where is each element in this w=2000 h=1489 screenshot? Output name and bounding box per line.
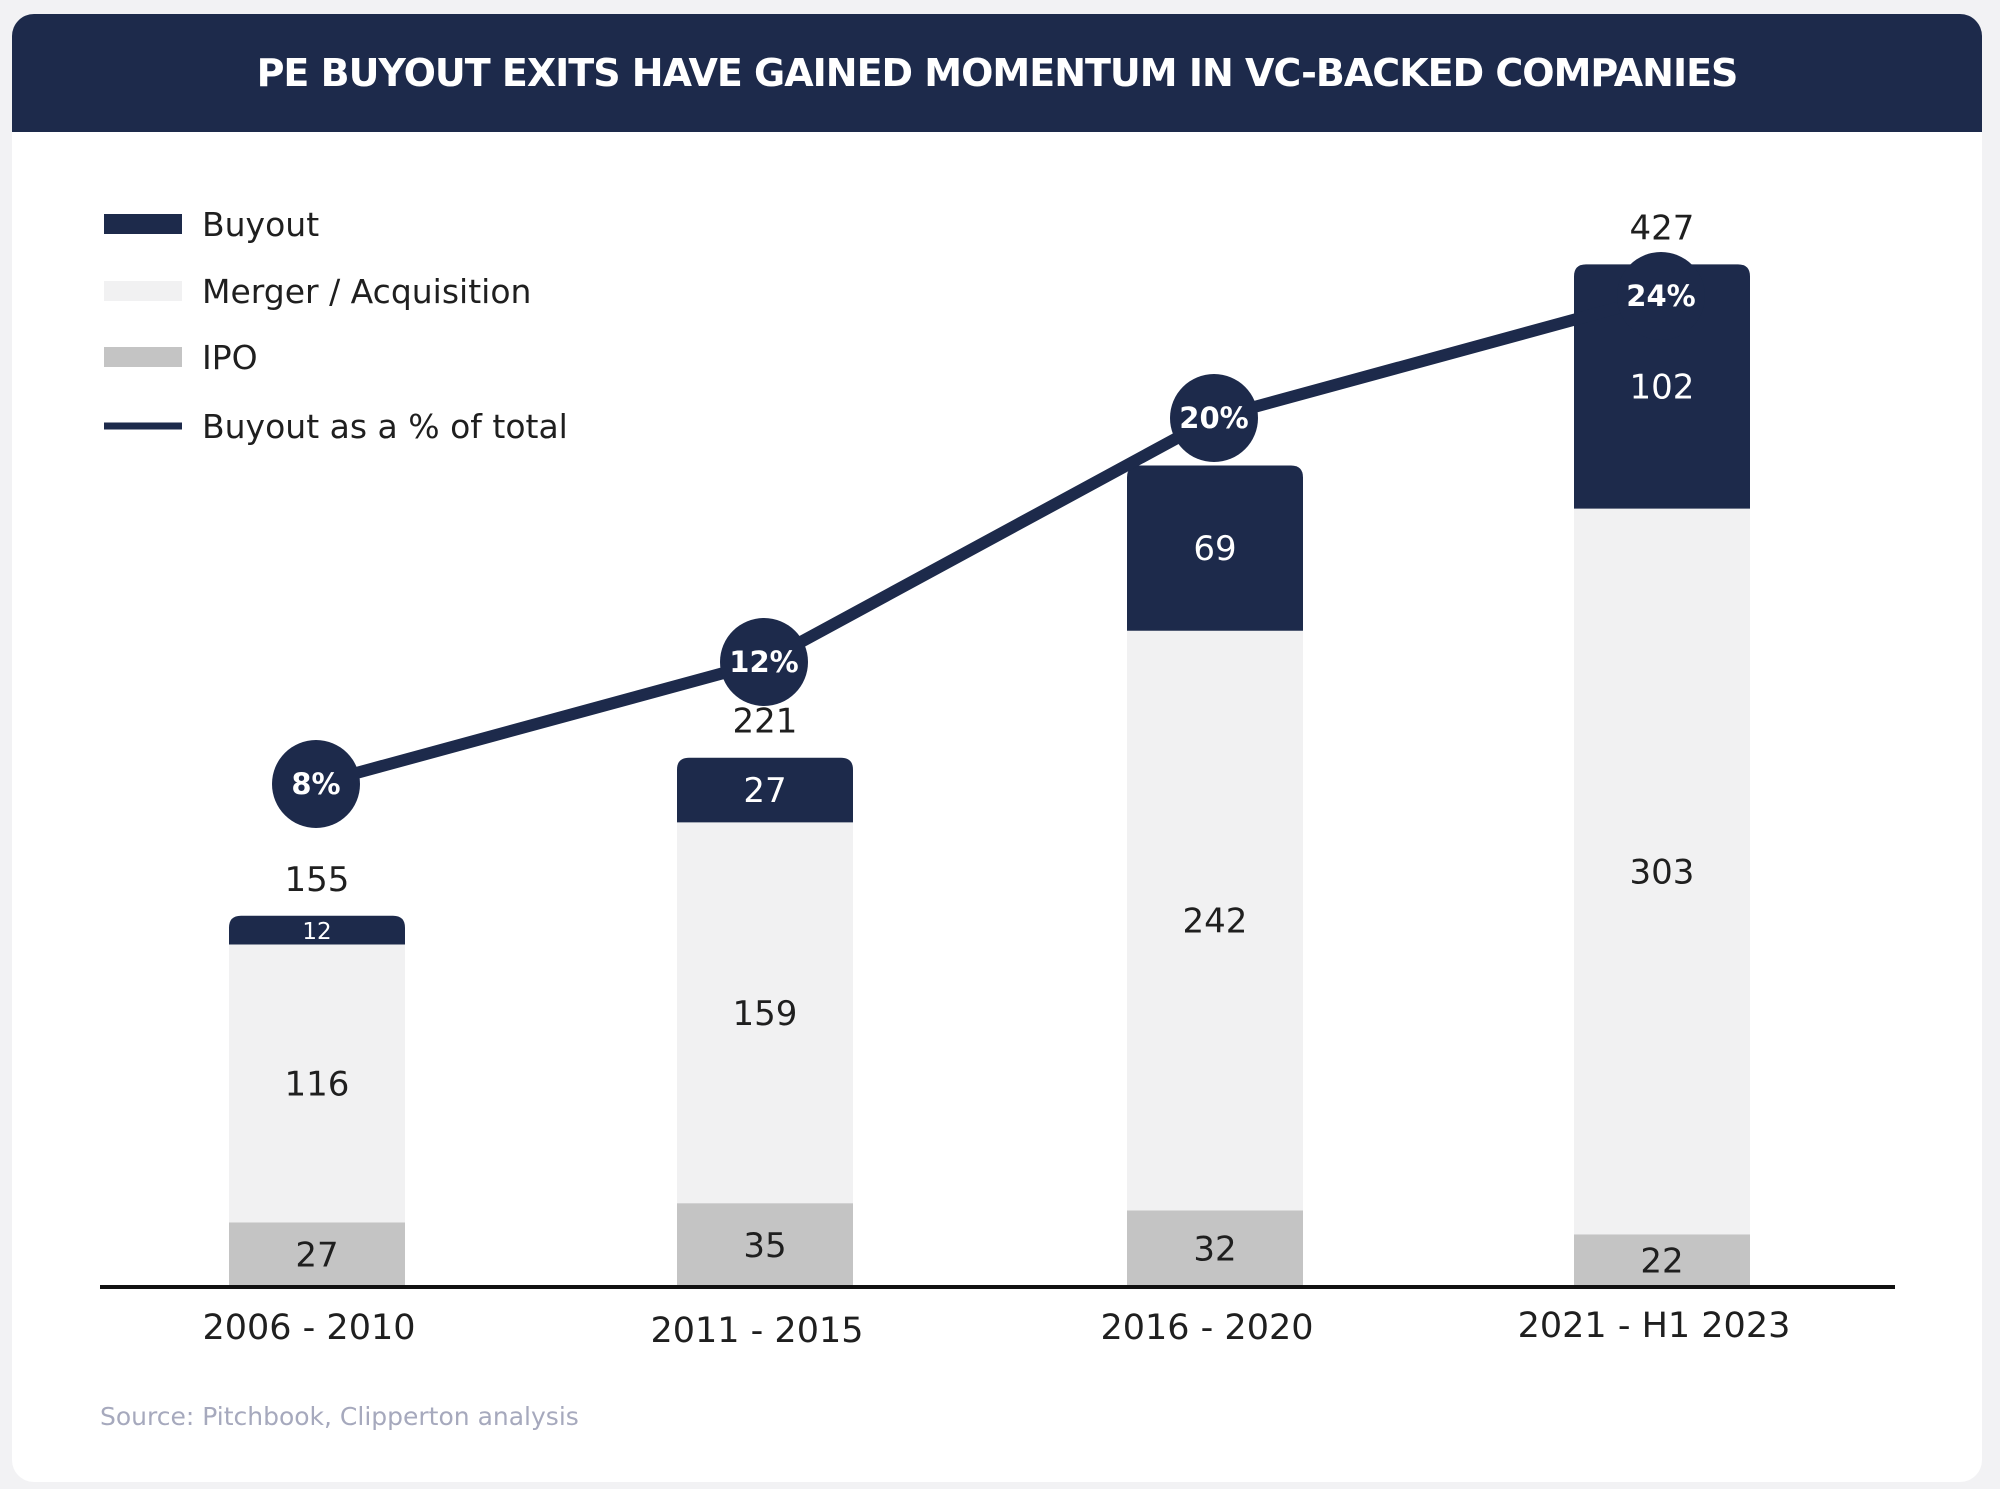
legend-label: IPO	[202, 338, 258, 377]
bar-ipo	[229, 1222, 405, 1287]
source-note: Source: Pitchbook, Clipperton analysis	[100, 1402, 579, 1431]
line-point-marker	[1170, 374, 1258, 462]
buyout-pct-line	[314, 290, 1663, 790]
data-label-total: 427	[1630, 208, 1695, 248]
line-point-marker	[720, 618, 808, 706]
data-label-buyout: 69	[1193, 529, 1236, 569]
line-point-label: 12%	[729, 645, 798, 679]
data-label-ipo: 22	[1640, 1242, 1683, 1282]
x-tick-label: 2006 - 2010	[202, 1308, 415, 1348]
chart-title: PE BUYOUT EXITS HAVE GAINED MOMENTUM IN …	[256, 51, 1739, 95]
line-point-label: 8%	[291, 767, 340, 801]
bar-merger-acquisition	[1127, 630, 1303, 1211]
legend-swatch-buyout	[104, 214, 182, 234]
data-label-total: 221	[733, 702, 798, 742]
bar-merger-acquisition	[229, 944, 405, 1223]
chart-card: PE BUYOUT EXITS HAVE GAINED MOMENTUM IN …	[12, 14, 1982, 1482]
bar-merger-acquisition	[1574, 508, 1750, 1235]
legend-swatch-ipo	[104, 347, 182, 367]
bar-ipo	[1574, 1234, 1750, 1287]
data-label-merger: 159	[733, 994, 798, 1034]
legend-swatch-merger	[104, 281, 182, 301]
data-label-total: 155	[285, 860, 350, 900]
x-tick-label: 2021 - H1 2023	[1518, 1306, 1791, 1346]
bar-ipo	[677, 1203, 853, 1287]
data-label-buyout: 102	[1630, 367, 1695, 407]
line-point-marker	[272, 740, 360, 828]
data-label-merger: 242	[1183, 902, 1248, 942]
line-point-label: 20%	[1179, 401, 1248, 435]
bar-buyout	[1574, 264, 1750, 509]
legend-label: Buyout	[202, 205, 319, 244]
bar-ipo	[1127, 1210, 1303, 1287]
data-label-buyout: 12	[302, 919, 331, 945]
data-label-ipo: 32	[1193, 1230, 1236, 1270]
data-label-ipo: 35	[743, 1226, 786, 1266]
bar-buyout	[677, 757, 853, 823]
bar-merger-acquisition	[677, 822, 853, 1204]
bar-buyout	[229, 915, 405, 945]
line-point-label: 24%	[1626, 279, 1695, 313]
chart-header: PE BUYOUT EXITS HAVE GAINED MOMENTUM IN …	[12, 14, 1982, 132]
legend-label: Merger / Acquisition	[202, 272, 531, 311]
data-label-merger: 116	[285, 1064, 350, 1104]
stacked-bar-chart: 27 116 12 155 2006 - 2010 35 159 27 221 2011 - 20…	[100, 205, 1895, 1351]
line-point-marker	[1617, 252, 1705, 340]
data-label-merger: 303	[1630, 852, 1695, 892]
x-tick-label: 2011 - 2015	[650, 1311, 863, 1351]
x-tick-label: 2016 - 2020	[1100, 1308, 1313, 1348]
data-label-ipo: 27	[295, 1236, 338, 1276]
legend-label: Buyout as a % of total	[202, 407, 568, 446]
bar-buyout	[1127, 465, 1303, 631]
data-label-buyout: 27	[743, 771, 786, 811]
